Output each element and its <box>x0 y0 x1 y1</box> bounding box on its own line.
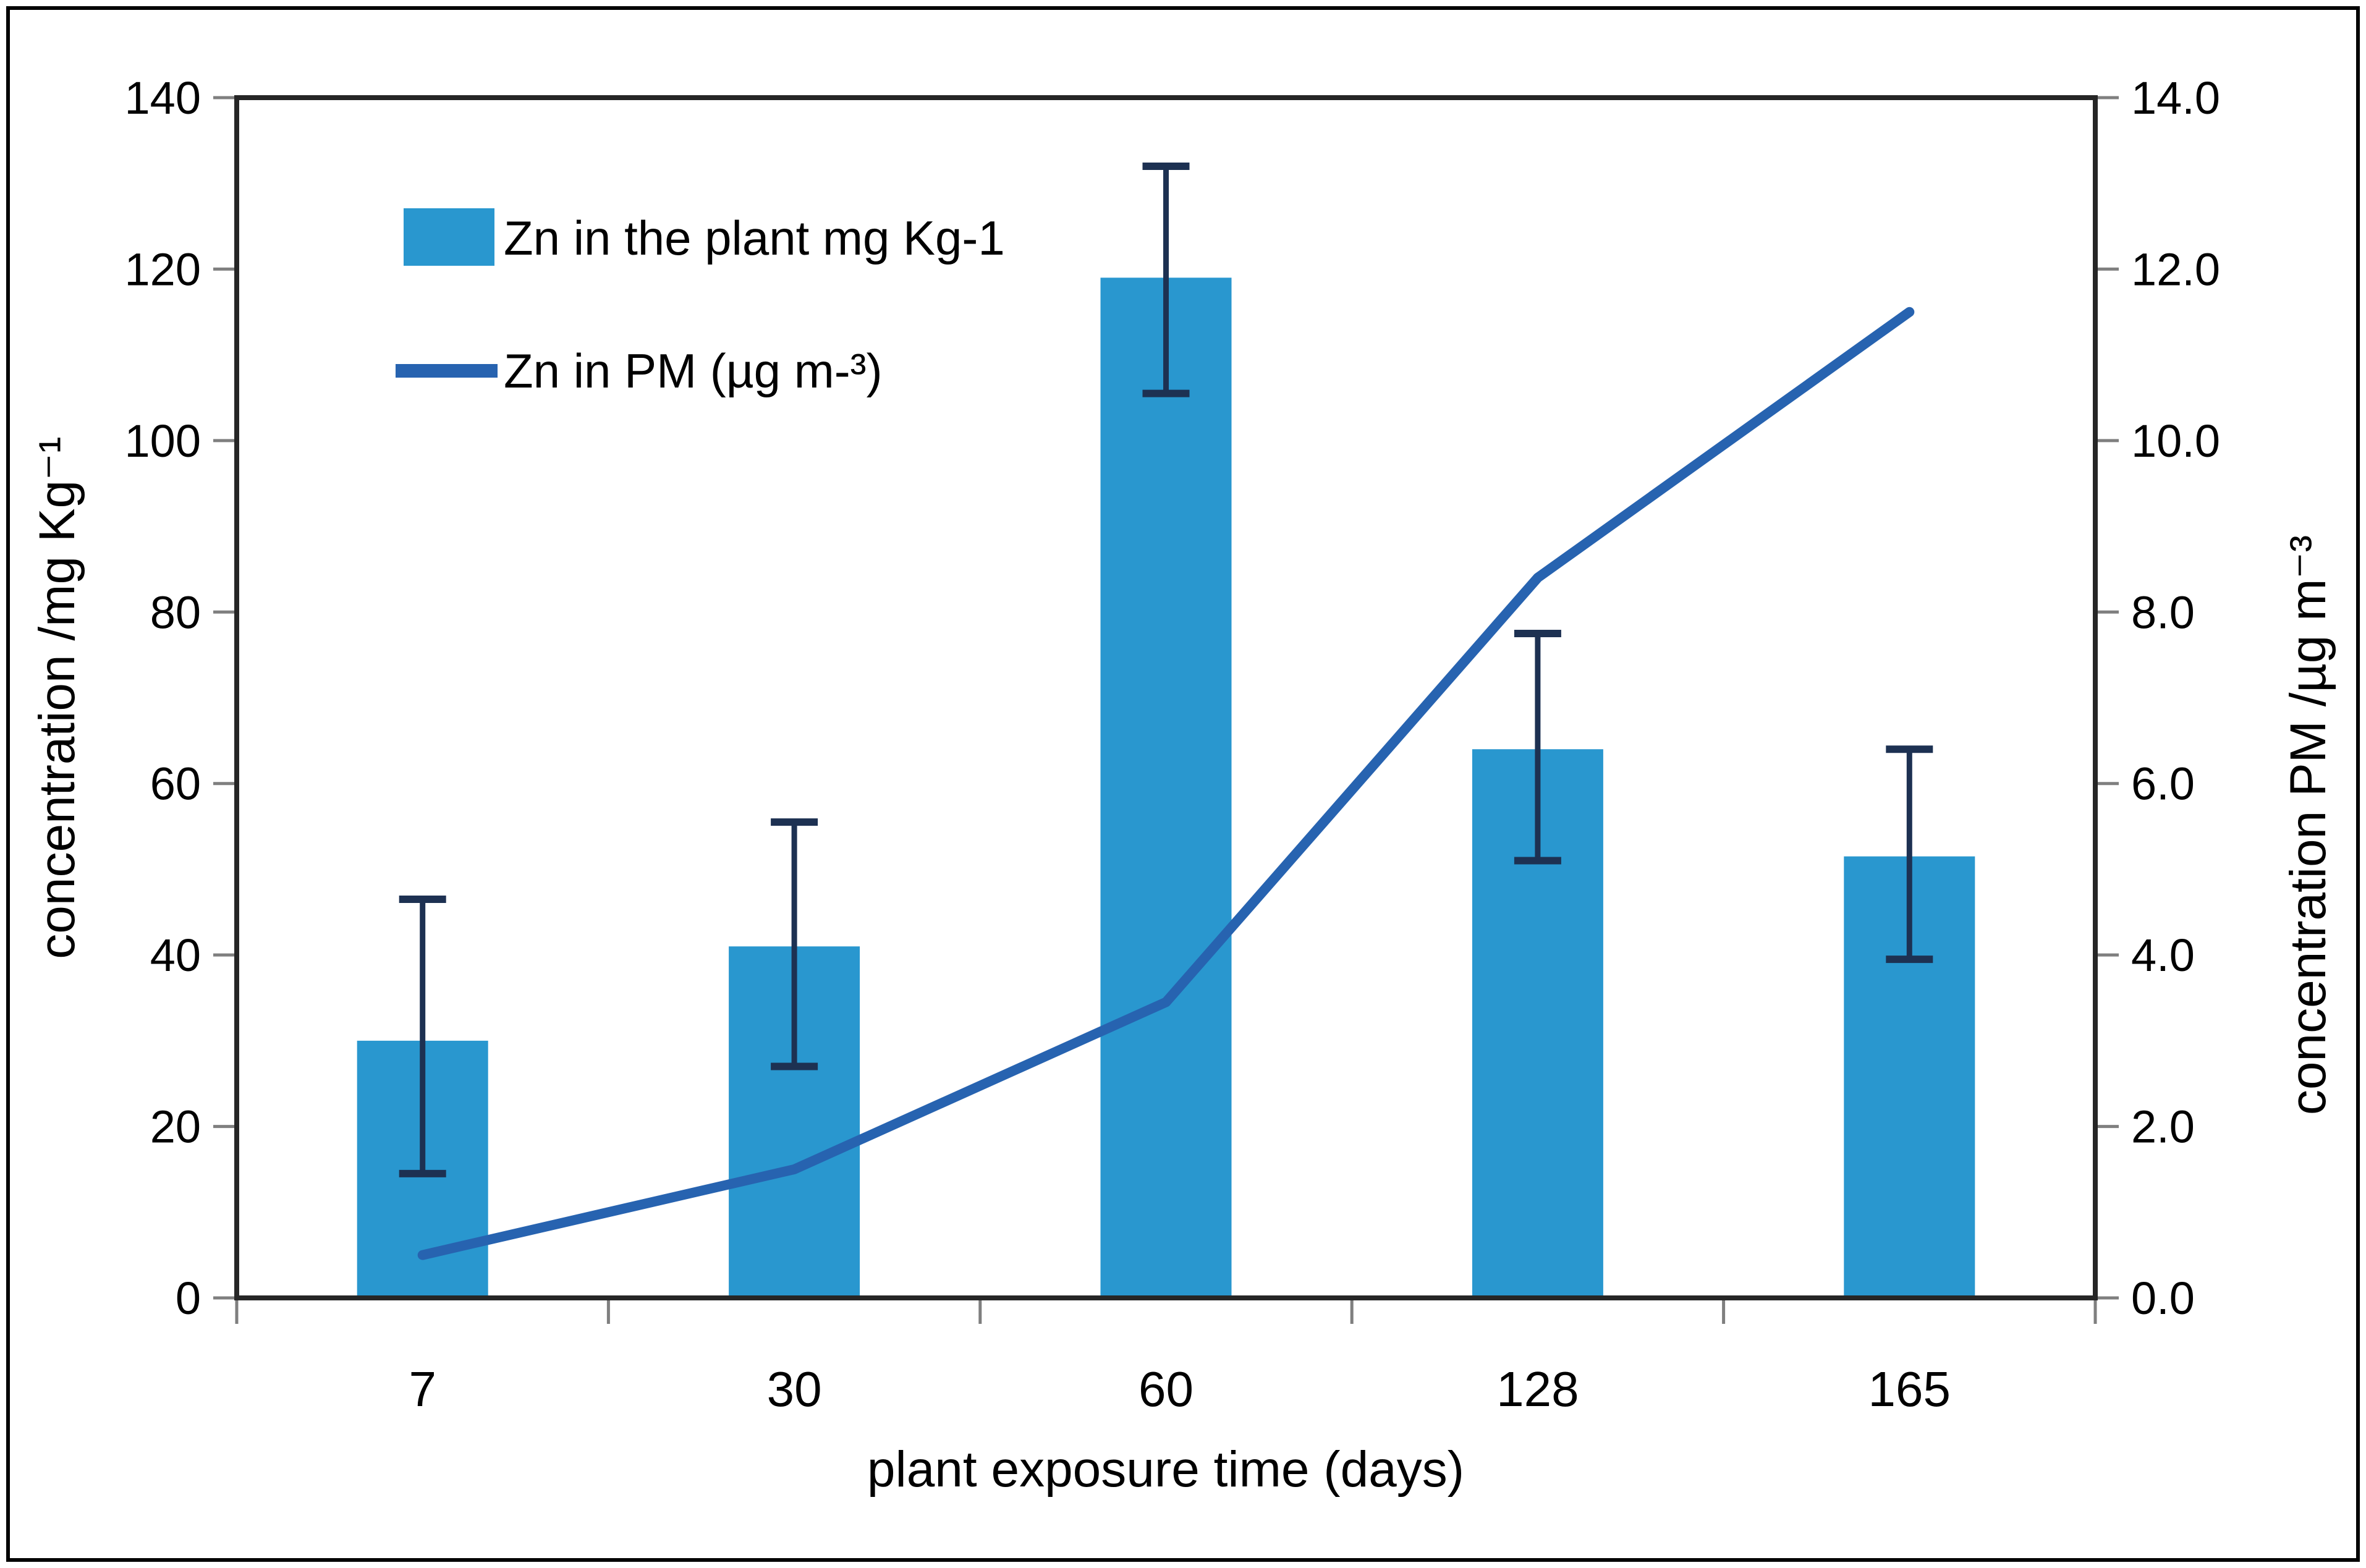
x-tick-label: 30 <box>767 1362 822 1417</box>
right-tick-label: 4.0 <box>2131 930 2195 981</box>
pm-line <box>417 307 1915 1260</box>
left-tick-label: 120 <box>125 244 201 295</box>
left-axis-title: concentration /mg Kg⁻¹ <box>29 436 85 959</box>
ticks-group <box>213 96 2119 1324</box>
tick-labels-group: 0 20 40 60 80 100 120 140 0.0 2.0 4.0 6.0 8.0 10.0 12.… <box>125 72 2221 1417</box>
right-tick-label: 6.0 <box>2131 758 2195 810</box>
left-tick-label: 40 <box>150 930 201 981</box>
bar <box>1100 278 1232 1298</box>
pm-line-group <box>417 307 1915 1260</box>
x-axis-title: plant exposure time (days) <box>867 1441 1464 1498</box>
legend: Zn in the plant mg Kg-1 Zn in PM (µg m-³… <box>396 208 1005 398</box>
legend-bar-label: Zn in the plant mg Kg-1 <box>504 211 1005 265</box>
plot-border <box>234 95 2098 1300</box>
right-tick-label: 0.0 <box>2131 1273 2195 1324</box>
figure-border <box>6 6 2360 1562</box>
legend-line-label: Zn in PM (µg m-³) <box>504 344 883 398</box>
x-tick-label: 60 <box>1138 1362 1194 1417</box>
error-bars-group <box>399 162 1933 1177</box>
left-tick-label: 60 <box>150 758 201 810</box>
right-tick-label: 10.0 <box>2131 415 2220 467</box>
right-tick-label: 12.0 <box>2131 244 2220 295</box>
x-tick-label: 7 <box>409 1362 436 1417</box>
right-tick-label: 2.0 <box>2131 1101 2195 1153</box>
left-tick-label: 80 <box>150 587 201 638</box>
right-tick-label: 8.0 <box>2131 587 2195 638</box>
x-tick-label: 128 <box>1496 1362 1579 1417</box>
right-tick-label: 14.0 <box>2131 72 2220 124</box>
bars-group <box>357 278 1975 1298</box>
x-tick-label: 165 <box>1868 1362 1951 1417</box>
left-tick-label: 0 <box>176 1273 201 1324</box>
legend-bar-swatch <box>404 208 494 266</box>
right-axis-title: concentration PM /µg m⁻³ <box>2280 535 2336 1115</box>
left-tick-label: 20 <box>150 1101 201 1153</box>
left-tick-label: 100 <box>125 415 201 467</box>
left-tick-label: 140 <box>125 72 201 124</box>
